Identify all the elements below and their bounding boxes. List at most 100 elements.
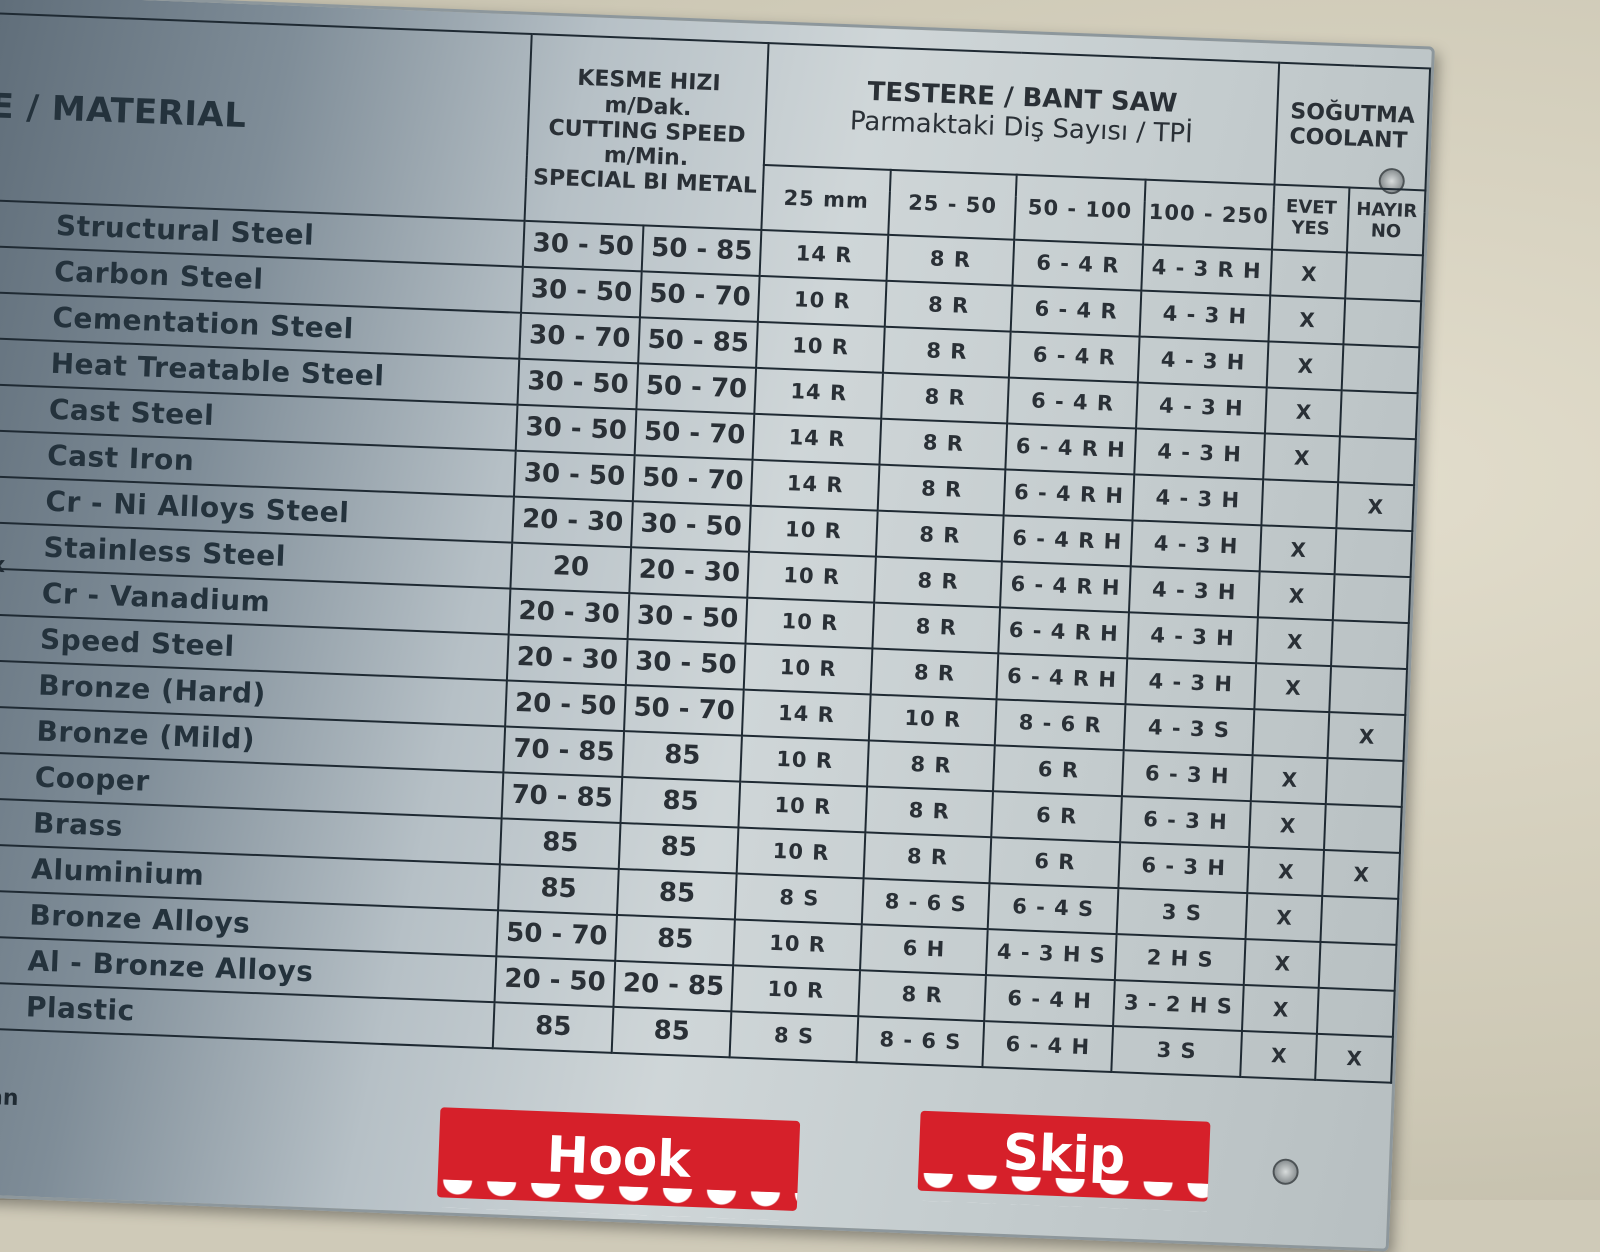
tpi-100-250-cell: 4 - 3 H bbox=[1127, 612, 1259, 664]
speed-standard-cell: 30 - 50 bbox=[516, 404, 637, 456]
tpi-25-50-cell: 8 R bbox=[882, 326, 1012, 378]
tpi-25mm-cell: 10 R bbox=[744, 643, 873, 695]
coolant-yes-cell: X bbox=[1243, 939, 1321, 988]
speed-bimetal-cell: 50 - 85 bbox=[638, 317, 759, 368]
tpi-50-100-cell: 6 - 4 R bbox=[1012, 239, 1143, 291]
coolant-no-cell bbox=[1326, 758, 1404, 807]
speed-standard-cell: 20 bbox=[510, 542, 632, 594]
tpi-25mm-cell: 10 R bbox=[740, 735, 869, 787]
coolant-yes-cell: X bbox=[1254, 663, 1332, 713]
yes-label-en: YES bbox=[1291, 216, 1331, 240]
coolant-no-cell bbox=[1342, 344, 1420, 394]
coolant-no-cell bbox=[1345, 252, 1423, 302]
coolant-yes-cell: X bbox=[1270, 249, 1348, 299]
coolant-no-cell bbox=[1340, 390, 1418, 440]
coolant-yes-cell: X bbox=[1266, 341, 1344, 391]
tpi-25mm-cell: 10 R bbox=[738, 781, 867, 833]
tpi-25-50-cell: 8 R bbox=[872, 602, 1001, 654]
coolant-no-cell bbox=[1333, 574, 1411, 624]
speed-standard-cell: 50 - 70 bbox=[496, 910, 617, 961]
coolant-no-cell bbox=[1338, 436, 1416, 486]
speed-bimetal-cell: 50 - 70 bbox=[623, 685, 745, 736]
coolant-no-cell bbox=[1334, 528, 1413, 578]
speed-standard-cell: 20 - 30 bbox=[512, 496, 633, 548]
speed-standard-cell: 70 - 85 bbox=[501, 772, 623, 823]
speed-bimetal-cell: 20 - 85 bbox=[613, 960, 734, 1012]
tpi-100-250-cell: 4 - 3 H bbox=[1125, 658, 1257, 710]
tpi-100-250-cell: 6 - 3 H bbox=[1119, 796, 1251, 848]
tpi-100-250-cell: 4 - 3 H bbox=[1130, 520, 1262, 572]
speed-bimetal-cell: 85 bbox=[615, 914, 736, 966]
coolant-no-cell bbox=[1317, 987, 1395, 1037]
tpi-100-250-cell: 4 - 3 H bbox=[1134, 428, 1266, 480]
tpi-50-100-cell: 6 R bbox=[989, 837, 1120, 889]
tpi-25-50-cell: 8 - 6 S bbox=[856, 1016, 985, 1068]
speed-bimetal-cell: 50 - 70 bbox=[634, 409, 755, 460]
tpi-25-50-cell: 8 R bbox=[865, 786, 994, 838]
coolant-no-header: HAYIR NO bbox=[1347, 187, 1426, 256]
coolant-no-cell bbox=[1324, 804, 1402, 853]
speed-bimetal-cell: 50 - 70 bbox=[639, 271, 761, 322]
tpi-50-100-cell: 6 - 4 R bbox=[1009, 331, 1140, 383]
tpi-25mm-cell: 14 R bbox=[751, 459, 880, 511]
tpi-50-100-cell: 6 - 4 S bbox=[988, 883, 1119, 935]
tpi-25mm-cell: 10 R bbox=[737, 827, 866, 879]
tpi-100-250-cell: 4 - 3 H bbox=[1132, 474, 1264, 526]
coolant-yes-header: EVET YES bbox=[1272, 184, 1350, 253]
tpi-50-100-cell: 6 - 4 R H bbox=[1005, 423, 1136, 475]
left-edge-fragment: x bbox=[0, 552, 6, 579]
speed-standard-cell: 20 - 30 bbox=[507, 634, 628, 686]
speed-bimetal-cell: 30 - 50 bbox=[625, 639, 746, 690]
no-label-tr: HAYIR bbox=[1355, 198, 1418, 222]
coolant-no-cell: X bbox=[1327, 712, 1406, 761]
tpi-25-50-cell: 8 R bbox=[886, 234, 1015, 286]
tpi-50-100-cell: 6 - 4 R bbox=[1007, 377, 1138, 429]
speed-bimetal-cell: 85 bbox=[620, 777, 741, 828]
coolant-yes-cell: X bbox=[1242, 985, 1320, 1034]
speed-bimetal-cell: 85 bbox=[618, 822, 739, 874]
tpi-100-250-cell: 2 H S bbox=[1114, 934, 1246, 986]
tpi-25mm-cell: 14 R bbox=[742, 689, 871, 741]
saw-speed-chart-plate: E / MATERIAL KESME HIZI m/Dak. CUTTING S… bbox=[0, 0, 1435, 1252]
coolant-title: COOLANT bbox=[1288, 124, 1408, 154]
tpi-50-100-cell: 6 - 4 H bbox=[984, 975, 1115, 1027]
tpi-25mm-cell: 14 R bbox=[760, 229, 889, 281]
coolant-no-cell: X bbox=[1322, 850, 1400, 899]
no-label-en: NO bbox=[1370, 219, 1402, 242]
coolant-yes-cell: X bbox=[1250, 755, 1328, 805]
tpi-100-250-cell: 4 - 3 H bbox=[1139, 290, 1271, 342]
coolant-yes-cell: X bbox=[1240, 1030, 1318, 1080]
speed-standard-cell: 30 - 50 bbox=[517, 358, 639, 410]
tpi-50-100-cell: 6 - 4 R H bbox=[1002, 515, 1133, 567]
skip-label: Skip bbox=[917, 1110, 1211, 1202]
tpi-25mm-cell: 8 S bbox=[735, 873, 864, 925]
speed-bimetal-cell: 50 - 85 bbox=[641, 225, 762, 276]
speed-bimetal-cell: 20 - 30 bbox=[629, 547, 750, 598]
tpi-col-50-100: 50 - 100 bbox=[1014, 174, 1146, 245]
speed-standard-cell: 30 - 70 bbox=[519, 312, 640, 364]
speed-standard-cell: 20 - 50 bbox=[505, 680, 626, 732]
tpi-100-250-cell: 3 S bbox=[1116, 888, 1248, 940]
tpi-25-50-cell: 8 R bbox=[870, 648, 999, 700]
tpi-25-50-cell: 10 R bbox=[868, 694, 997, 746]
coolant-header: SOĞUTMA COOLANT bbox=[1274, 62, 1431, 191]
tpi-25mm-cell: 14 R bbox=[753, 413, 882, 465]
coolant-no-cell: X bbox=[1315, 1033, 1393, 1083]
tpi-100-250-cell: 4 - 3 R H bbox=[1141, 244, 1273, 296]
speed-bimetal-cell: 50 - 70 bbox=[632, 455, 754, 506]
tpi-25mm-cell: 10 R bbox=[758, 275, 887, 327]
coolant-yes-cell bbox=[1261, 479, 1339, 529]
tpi-50-100-cell: 4 - 3 H S bbox=[986, 929, 1117, 981]
yes-label-tr: EVET bbox=[1285, 195, 1338, 219]
speed-bimetal-cell: 85 bbox=[616, 868, 738, 920]
tpi-25-50-cell: 6 H bbox=[859, 924, 989, 976]
coolant-yes-cell: X bbox=[1263, 433, 1341, 483]
coolant-yes-cell: X bbox=[1265, 387, 1343, 437]
coolant-no-cell bbox=[1320, 895, 1399, 945]
coolant-no-cell bbox=[1329, 666, 1407, 716]
tpi-100-250-cell: 4 - 3 H bbox=[1128, 566, 1260, 618]
speed-standard-cell: 30 - 50 bbox=[514, 450, 635, 502]
speed-standard-cell: 85 bbox=[500, 818, 621, 869]
tpi-25-50-cell: 8 R bbox=[873, 556, 1003, 608]
tpi-25-50-cell: 8 R bbox=[858, 970, 987, 1022]
